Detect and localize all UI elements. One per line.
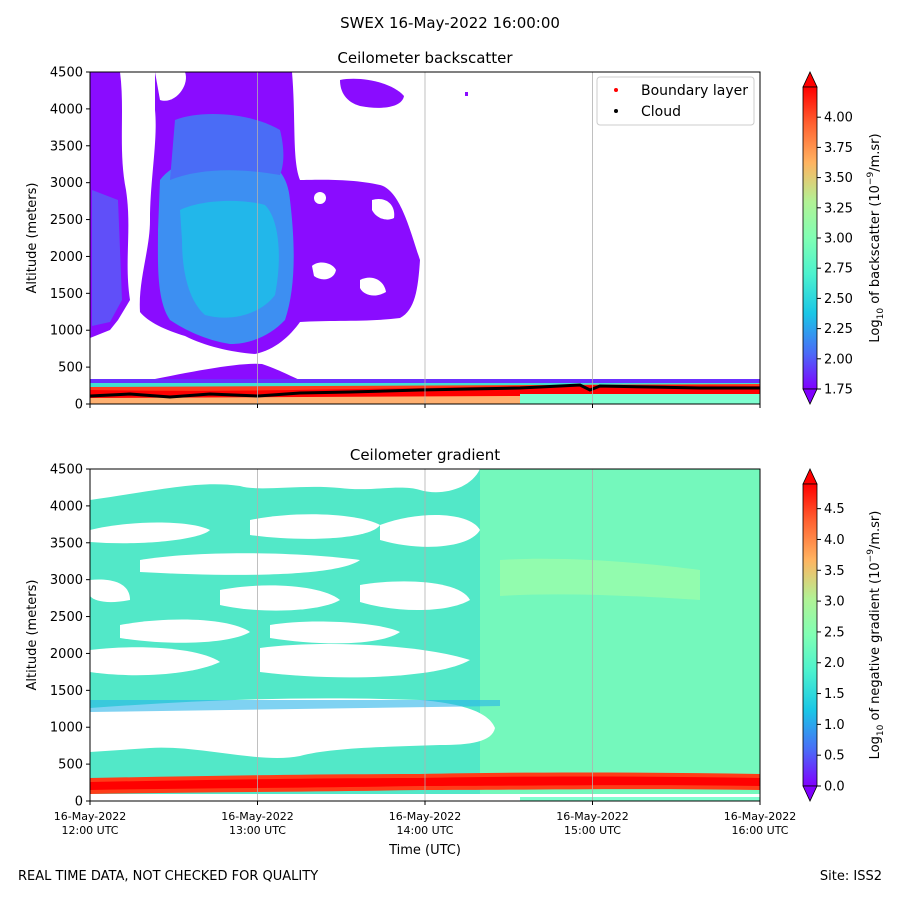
gradient-cbar-tick-label: 4.0 <box>824 533 845 548</box>
colorbar-gradient-ticks: 0.0 0.5 1.0 1.5 2.0 2.5 3.0 3.5 4.0 4.5 <box>817 502 845 795</box>
backscatter-ylabel: Altitude (meters) <box>25 183 40 294</box>
backscatter-cbar-tick-label: 2.00 <box>824 352 853 367</box>
gradient-xtick-label: 16-May-2022 15:00 UTC <box>556 810 628 837</box>
backscatter-cbar-tick-label: 2.25 <box>824 322 853 337</box>
backscatter-ytick-label: 500 <box>58 361 83 376</box>
legend-boundary-label: Boundary layer <box>641 83 748 99</box>
gradient-cbar-tick-label: 3.5 <box>824 564 845 579</box>
x-axis-bottom: 16-May-2022 12:00 UTC 16-May-2022 13:00 UTC… <box>54 801 796 837</box>
quality-notice: REAL TIME DATA, NOT CHECKED FOR QUALITY <box>18 869 319 884</box>
gradient-xtick-label: 16-May-2022 13:00 UTC <box>221 810 293 837</box>
gradient-cbar-tick-label: 3.0 <box>824 595 845 610</box>
backscatter-cbar-tick-label: 1.75 <box>824 383 853 398</box>
backscatter-ytick-label: 1000 <box>50 324 83 339</box>
backscatter-ytick-label: 2500 <box>50 213 83 228</box>
gradient-cbar-tick-label: 0.0 <box>824 780 845 795</box>
gradient-title: Ceilometer gradient <box>349 446 501 464</box>
legend-cloud-marker <box>614 109 618 113</box>
backscatter-ytick-label: 3500 <box>50 139 83 154</box>
gradient-ytick-label: 0 <box>75 795 83 810</box>
gradient-xtick-label: 16-May-2022 14:00 UTC <box>389 810 461 837</box>
x-ticks-top <box>89 404 761 408</box>
backscatter-ytick-label: 1500 <box>50 287 83 302</box>
backscatter-cbar-tick-label: 3.75 <box>824 141 853 156</box>
backscatter-cbar-tick-label: 3.00 <box>824 232 853 247</box>
gradient-ytick-label: 3000 <box>50 573 83 588</box>
site-label: Site: ISS2 <box>819 869 882 884</box>
backscatter-cbar-tick-label: 4.00 <box>824 111 853 126</box>
colorbar-backscatter-ticks: 1.75 2.00 2.25 2.50 2.75 3.00 3.25 3.50 3.75 4.00 <box>817 111 853 398</box>
gradient-cbar-tick-label: 2.0 <box>824 656 845 671</box>
backscatter-ytick-label: 4500 <box>50 66 83 81</box>
gradient-ytick-label: 1500 <box>50 684 83 699</box>
colorbar-backscatter: 1.75 2.00 2.25 2.50 2.75 3.00 3.25 3.50 3.75 4.00… <box>802 71 886 405</box>
colorbar-gradient-label: Log10 of negative gradient (10−9/m.sr) <box>866 511 886 760</box>
x-axis-label: Time (UTC) <box>389 843 461 858</box>
cloud-detections <box>90 383 760 399</box>
backscatter-ytick-label: 4000 <box>50 102 83 117</box>
gradient-xtick-label: 16-May-2022 12:00 UTC <box>54 810 126 837</box>
backscatter-title: Ceilometer backscatter <box>337 49 513 67</box>
grid-top <box>257 72 593 404</box>
gradient-ytick-label: 500 <box>58 758 83 773</box>
gradient-ytick-label: 4000 <box>50 499 83 514</box>
gradient-panel: 0 500 1000 1500 2000 2500 3000 3500 4000 4500 Alti… <box>25 463 796 838</box>
gradient-cbar-tick-label: 2.5 <box>824 625 845 640</box>
gradient-xtick-label: 16-May-2022 16:00 UTC <box>724 810 796 837</box>
y-axis-bottom: 0 500 1000 1500 2000 2500 3000 3500 4000 4500 Alti… <box>25 463 90 810</box>
backscatter-cbar-tick-label: 3.25 <box>824 201 853 216</box>
backscatter-panel: 0 500 1000 1500 2000 2500 3000 3500 4000 4500 Alti… <box>25 66 761 413</box>
gradient-ytick-label: 2500 <box>50 610 83 625</box>
gradient-cbar-tick-label: 1.0 <box>824 718 845 733</box>
y-axis-top: 0 500 1000 1500 2000 2500 3000 3500 4000 4500 Alti… <box>25 66 90 413</box>
legend: Boundary layer Cloud <box>596 76 755 126</box>
backscatter-ytick-label: 3000 <box>50 176 83 191</box>
gradient-cbar-tick-label: 1.5 <box>824 687 845 702</box>
gradient-ytick-label: 4500 <box>50 463 83 478</box>
backscatter-cbar-tick-label: 2.50 <box>824 292 853 307</box>
colorbar-gradient: 0.0 0.5 1.0 1.5 2.0 2.5 3.0 3.5 4.0 4.5 Log10 of … <box>802 468 886 802</box>
figure-title: SWEX 16-May-2022 16:00:00 <box>340 14 560 32</box>
gradient-ytick-label: 1000 <box>50 721 83 736</box>
gradient-cbar-tick-label: 4.5 <box>824 502 845 517</box>
gradient-ytick-label: 3500 <box>50 536 83 551</box>
backscatter-ytick-label: 0 <box>75 398 83 413</box>
colorbar-backscatter-label: Log10 of backscatter (10−9/m.sr) <box>866 133 886 342</box>
gradient-ytick-label: 2000 <box>50 647 83 662</box>
grid-bottom <box>257 469 593 801</box>
gradient-cbar-tick-label: 0.5 <box>824 749 845 764</box>
backscatter-cbar-tick-label: 3.50 <box>824 171 853 186</box>
legend-cloud-label: Cloud <box>641 104 681 120</box>
backscatter-ytick-label: 2000 <box>50 250 83 265</box>
gradient-ylabel: Altitude (meters) <box>25 580 40 691</box>
legend-boundary-marker <box>614 88 618 92</box>
backscatter-cbar-tick-label: 2.75 <box>824 262 853 277</box>
